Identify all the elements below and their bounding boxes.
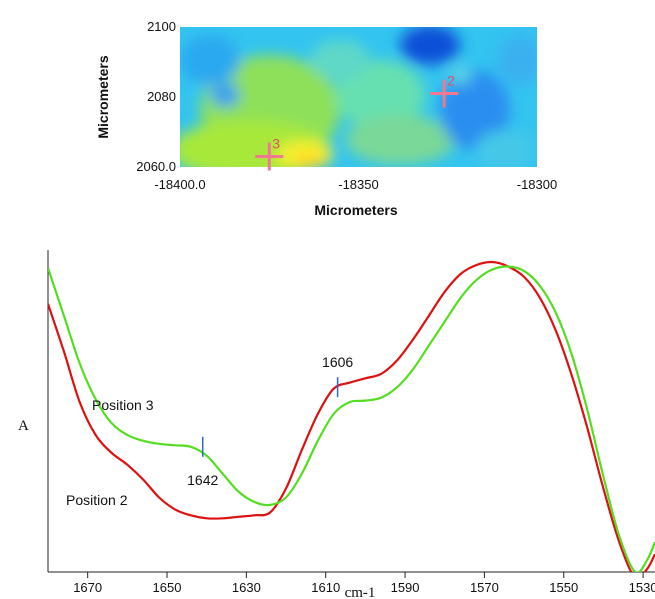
spectrum-lines — [48, 260, 655, 572]
spectrum-annotations: 1642 1606 — [187, 354, 353, 488]
x-tick-label: 1550 — [549, 580, 578, 595]
spectrum-panel: 1670 1650 1630 1610 1590 1570 1550 1530 1642 160… — [18, 250, 655, 599]
annotation-label: 1642 — [187, 472, 218, 488]
series-position-2-line — [48, 260, 655, 572]
map-x-tick-label: -18350 — [338, 177, 378, 192]
map-y-tick-label: 2100 — [147, 19, 176, 34]
map-marker: 2 — [430, 73, 459, 108]
x-tick-label: 1650 — [153, 580, 182, 595]
map-x-axis-label: Micrometers — [314, 202, 397, 218]
annotation-label: 1606 — [322, 354, 353, 370]
map-x-tick-label: -18400.0 — [154, 177, 205, 192]
x-tick-label: 1610 — [311, 580, 340, 595]
spectrum-x-ticks: 1670 1650 1630 1610 1590 1570 1550 1530 — [73, 572, 655, 595]
marker-label: 3 — [272, 136, 280, 152]
spectrum-y-axis-label: A — [18, 418, 29, 434]
map-markers: 23 — [255, 73, 459, 171]
map-y-axis-label: Micrometers — [95, 55, 111, 138]
map-axes: -18400.0 -18350 -18300 2060.0 2080 2100 — [136, 19, 557, 192]
legend-position-2: Position 2 — [66, 492, 128, 508]
x-tick-label: 1630 — [232, 580, 261, 595]
map-heatmap — [180, 27, 537, 167]
legend-position-3: Position 3 — [92, 397, 154, 413]
x-tick-label: 1590 — [391, 580, 420, 595]
x-tick-label: 1570 — [470, 580, 499, 595]
x-tick-label: 1670 — [73, 580, 102, 595]
spectrum-x-axis-label: cm-1 — [345, 585, 376, 599]
map-marker: 3 — [255, 136, 284, 171]
marker-label: 2 — [447, 73, 455, 89]
x-tick-label: 1530 — [629, 580, 655, 595]
map-y-tick-label: 2060.0 — [136, 159, 176, 174]
series-position-3-line — [48, 265, 655, 572]
map-y-tick-label: 2080 — [147, 89, 176, 104]
map-x-tick-label: -18300 — [517, 177, 557, 192]
